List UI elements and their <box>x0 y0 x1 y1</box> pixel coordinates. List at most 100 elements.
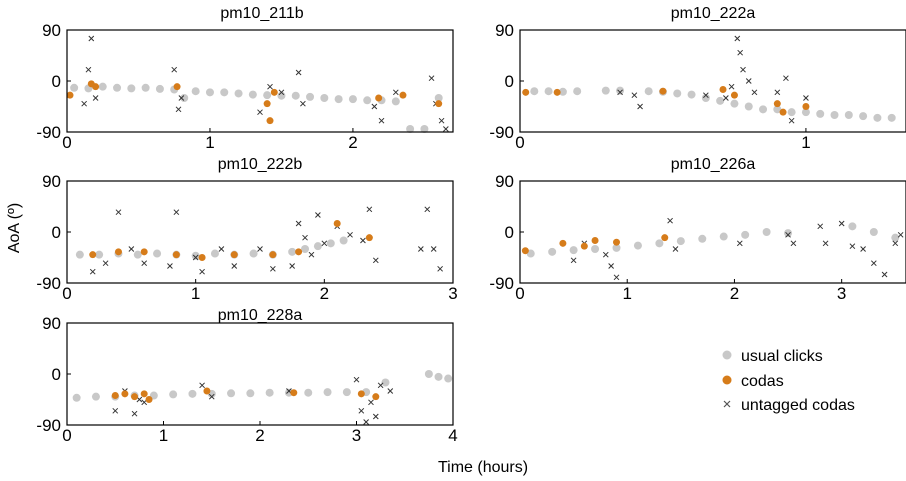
untagged-coda-point <box>897 231 904 238</box>
untagged-coda-point <box>736 240 743 247</box>
usual-click-point <box>573 87 582 96</box>
usual-click-point <box>687 90 696 99</box>
coda-point <box>198 254 206 261</box>
coda-point <box>145 396 153 403</box>
coda-point <box>773 100 781 108</box>
coda-point <box>295 248 303 256</box>
untagged-coda-point <box>368 399 374 406</box>
coda-point <box>114 248 122 256</box>
usual-click-point <box>320 94 329 102</box>
coda-point <box>140 390 148 398</box>
y-tick-label: 90 <box>42 314 61 333</box>
y-tick-label: 0 <box>505 223 514 242</box>
axes-frame <box>519 29 906 133</box>
usual-click-point <box>701 94 710 102</box>
coda-point <box>591 237 599 244</box>
untagged-coda-point <box>192 254 199 261</box>
y-tick-label: 0 <box>505 72 514 91</box>
untagged-coda-point <box>308 251 315 258</box>
usual-click-point <box>249 249 258 258</box>
untagged-coda-point <box>141 260 148 267</box>
untagged-coda-point <box>377 382 384 389</box>
usual-click-point <box>263 91 272 100</box>
untagged-coda-point <box>438 117 445 124</box>
x-tick-label: 0 <box>62 284 71 303</box>
coda-point <box>89 251 97 259</box>
usual-click-point <box>730 99 739 108</box>
coda-point <box>266 117 274 125</box>
untagged-coda-point <box>817 223 824 230</box>
coda-point <box>203 387 211 395</box>
x-tick-label: 1 <box>622 284 631 303</box>
untagged-coda-point <box>822 240 829 247</box>
untagged-coda-point <box>315 212 321 218</box>
coda-point <box>365 234 373 242</box>
untagged-coda-point <box>424 206 431 213</box>
usual-click-point <box>848 222 857 231</box>
x-tick-label: 0 <box>515 284 524 303</box>
usual-click-point <box>301 245 310 253</box>
x-axis-label: Time (hours) <box>438 459 528 476</box>
y-tick-label: -90 <box>36 123 61 142</box>
untagged-coda-point <box>173 209 180 216</box>
usual-click-point <box>291 91 300 100</box>
legend-label: untagged codas <box>741 397 855 414</box>
untagged-coda-point <box>392 89 399 96</box>
usual-click-point <box>616 86 625 95</box>
coda-point <box>613 238 620 246</box>
untagged-coda-point <box>208 393 215 400</box>
axes-frame <box>66 29 454 133</box>
coda-point <box>66 91 74 99</box>
legend-item-codas: codas <box>722 373 784 390</box>
panel-title: pm10_211b <box>220 5 303 22</box>
usual-click-point <box>773 105 782 114</box>
untagged-coda-point <box>442 126 449 132</box>
untagged-coda-point <box>774 89 781 96</box>
y-tick-label: 90 <box>42 21 61 40</box>
untagged-coda-point <box>218 246 225 252</box>
usual-click-point <box>406 125 415 133</box>
coda-point <box>779 108 787 116</box>
coda-point <box>521 247 529 255</box>
untagged-coda-point <box>360 237 366 244</box>
untagged-coda-point <box>257 109 263 116</box>
usual-click-point <box>323 388 332 397</box>
usual-click-point <box>188 389 197 398</box>
untagged-coda-point <box>667 217 673 224</box>
legend-marker-usual-clicks <box>722 350 732 360</box>
usual-click-point <box>873 113 882 122</box>
untagged-coda-point <box>347 231 353 238</box>
untagged-coda-point <box>178 95 185 101</box>
usual-click-point <box>180 94 189 102</box>
x-tick-label: 1 <box>191 284 200 303</box>
y-tick-label: -90 <box>489 274 514 293</box>
untagged-coda-point <box>112 407 119 414</box>
untagged-coda-point <box>102 260 109 267</box>
plot-area <box>522 35 896 124</box>
untagged-coda-point <box>372 413 379 420</box>
untagged-coda-point <box>115 209 122 216</box>
usual-click-point <box>548 247 557 256</box>
usual-click-point <box>205 88 214 97</box>
y-axis-label: AoA (º) <box>6 203 23 253</box>
x-tick-label: 2 <box>255 426 264 445</box>
usual-click-point <box>91 392 100 401</box>
axes-frame <box>66 322 454 426</box>
coda-point <box>140 248 148 256</box>
untagged-coda-point <box>751 89 758 96</box>
usual-click-point <box>762 228 771 236</box>
untagged-coda-point <box>300 100 306 107</box>
untagged-coda-point <box>92 95 99 101</box>
legend-marker-untagged-codas <box>723 400 731 408</box>
usual-click-point <box>342 388 351 397</box>
untagged-coda-point <box>128 246 135 252</box>
untagged-coda-point <box>85 66 92 73</box>
untagged-coda-point <box>892 240 899 247</box>
usual-click-point <box>444 374 453 383</box>
usual-click-point <box>719 232 728 241</box>
usual-click-point <box>234 89 243 98</box>
coda-point <box>173 83 181 91</box>
y-tick-label: -90 <box>36 416 61 435</box>
